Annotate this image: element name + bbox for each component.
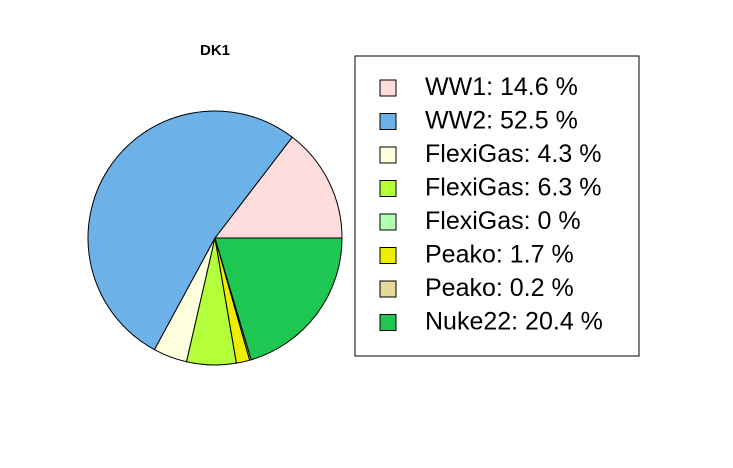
legend-label-7: Nuke22: 20.4 % — [425, 308, 603, 336]
legend-box — [354, 55, 640, 357]
legend-swatch-4 — [379, 213, 397, 231]
chart-title: DK1 — [200, 42, 230, 59]
pie-slice-1 — [87, 110, 293, 351]
legend-swatch-3 — [379, 180, 397, 197]
legend-label-5: Peako: 1.7 % — [425, 241, 574, 269]
legend-label-1: WW2: 52.5 % — [425, 107, 578, 135]
legend-swatch-7 — [379, 314, 397, 331]
pie-slice-7 — [214, 237, 343, 361]
legend-swatch-6 — [379, 280, 397, 298]
legend-label-3: FlexiGas: 6.3 % — [425, 174, 601, 202]
legend-label-2: FlexiGas: 4.3 % — [425, 140, 601, 168]
legend-swatch-0 — [379, 79, 397, 97]
legend: WW1: 14.6 % WW2: 52.5 % FlexiGas: 4.3 % Fle… — [379, 73, 603, 336]
legend-label-4: FlexiGas: 0 % — [425, 207, 581, 235]
legend-label-0: WW1: 14.6 % — [425, 73, 578, 101]
legend-label-6: Peako: 0.2 % — [425, 274, 574, 302]
pie-slice-0 — [214, 136, 343, 239]
legend-swatch-5 — [379, 247, 397, 264]
legend-swatch-2 — [379, 146, 397, 164]
pie-slices — [87, 110, 343, 366]
legend-swatch-1 — [379, 113, 397, 130]
